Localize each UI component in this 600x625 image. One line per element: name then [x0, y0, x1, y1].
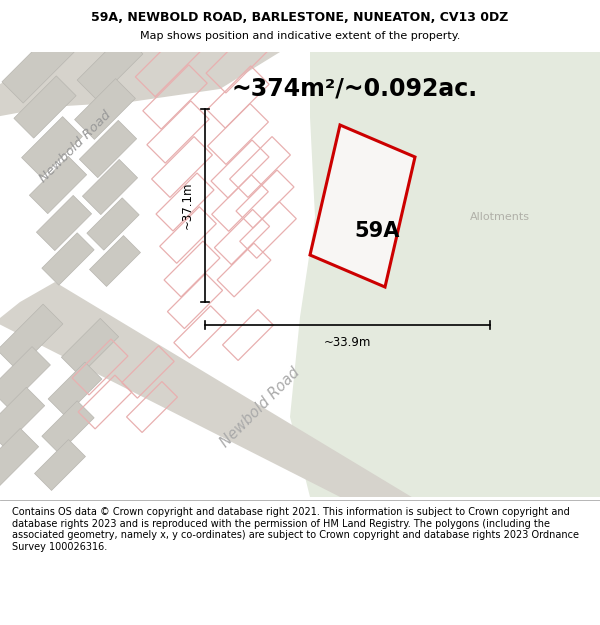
Polygon shape	[87, 198, 139, 250]
Polygon shape	[310, 125, 415, 287]
Text: Newbold Road: Newbold Road	[217, 364, 302, 449]
Text: Newbold Road: Newbold Road	[37, 109, 113, 186]
Polygon shape	[0, 304, 63, 370]
Text: Allotments: Allotments	[470, 212, 530, 222]
Polygon shape	[77, 34, 143, 100]
Polygon shape	[48, 362, 102, 416]
Text: 59A: 59A	[355, 221, 400, 241]
Polygon shape	[0, 388, 44, 447]
Text: ~33.9m: ~33.9m	[324, 336, 371, 349]
Polygon shape	[35, 439, 85, 491]
Polygon shape	[0, 428, 38, 486]
Polygon shape	[42, 401, 94, 453]
Text: ~374m²/~0.092ac.: ~374m²/~0.092ac.	[232, 77, 478, 101]
Polygon shape	[29, 156, 86, 214]
Text: 59A, NEWBOLD ROAD, BARLESTONE, NUNEATON, CV13 0DZ: 59A, NEWBOLD ROAD, BARLESTONE, NUNEATON,…	[91, 11, 509, 24]
Polygon shape	[74, 79, 136, 139]
Polygon shape	[61, 318, 119, 376]
Polygon shape	[89, 236, 140, 286]
Polygon shape	[42, 233, 94, 285]
Text: ~37.1m: ~37.1m	[181, 182, 193, 229]
Polygon shape	[0, 282, 420, 502]
Polygon shape	[22, 117, 82, 178]
Polygon shape	[82, 159, 137, 214]
Text: Map shows position and indicative extent of the property.: Map shows position and indicative extent…	[140, 31, 460, 41]
Polygon shape	[0, 52, 280, 117]
Text: Contains OS data © Crown copyright and database right 2021. This information is : Contains OS data © Crown copyright and d…	[12, 508, 579, 552]
Polygon shape	[14, 76, 76, 138]
Polygon shape	[290, 52, 600, 497]
Polygon shape	[2, 31, 74, 103]
Polygon shape	[0, 347, 50, 408]
Polygon shape	[37, 196, 92, 251]
Polygon shape	[79, 121, 137, 177]
